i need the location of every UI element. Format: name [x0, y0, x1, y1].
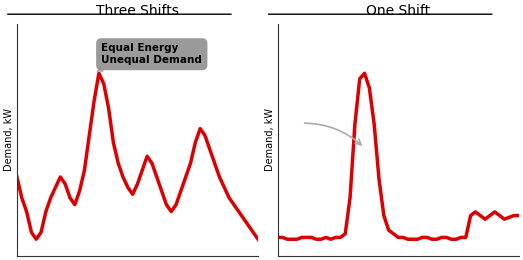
Y-axis label: Demand, kW: Demand, kW	[4, 108, 14, 171]
Y-axis label: Demand, kW: Demand, kW	[265, 108, 275, 171]
Title: Three Shifts: Three Shifts	[96, 4, 179, 18]
Title: One Shift: One Shift	[366, 4, 430, 18]
Text: Equal Energy
Unequal Demand: Equal Energy Unequal Demand	[97, 43, 202, 72]
